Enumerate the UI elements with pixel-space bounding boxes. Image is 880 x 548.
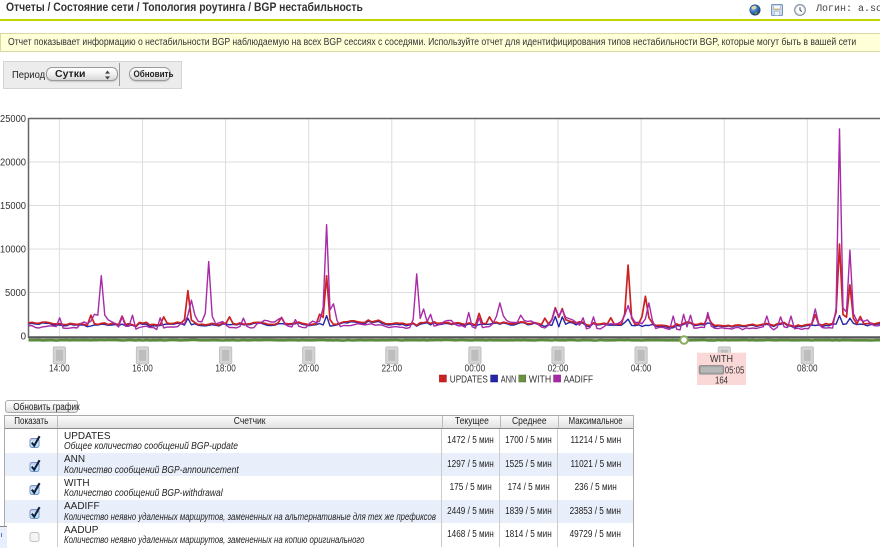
svg-text:22:00: 22:00 (382, 363, 403, 374)
svg-text:10000: 10000 (0, 245, 26, 256)
svg-text:20:00: 20:00 (298, 363, 319, 374)
svg-text:UPDATES: UPDATES (450, 375, 488, 386)
svg-text:08:00: 08:00 (797, 363, 818, 374)
svg-text:25000: 25000 (0, 114, 26, 125)
svg-text:WITH: WITH (529, 375, 552, 386)
svg-text:5000: 5000 (5, 288, 26, 299)
svg-text:AADIFF: AADIFF (564, 375, 594, 386)
svg-text:WITH: WITH (710, 354, 733, 365)
svg-text:0: 0 (20, 332, 26, 343)
svg-text:05:05: 05:05 (725, 365, 745, 376)
svg-text:15000: 15000 (0, 201, 26, 212)
svg-text:00:00: 00:00 (465, 363, 486, 374)
svg-text:164: 164 (715, 375, 728, 386)
svg-text:ANN: ANN (501, 375, 517, 386)
svg-text:16:00: 16:00 (132, 363, 153, 374)
svg-text:14:00: 14:00 (49, 363, 70, 374)
svg-text:04:00: 04:00 (631, 363, 652, 374)
svg-text:18:00: 18:00 (215, 363, 236, 374)
svg-text:02:00: 02:00 (548, 363, 569, 374)
svg-text:20000: 20000 (0, 158, 26, 169)
